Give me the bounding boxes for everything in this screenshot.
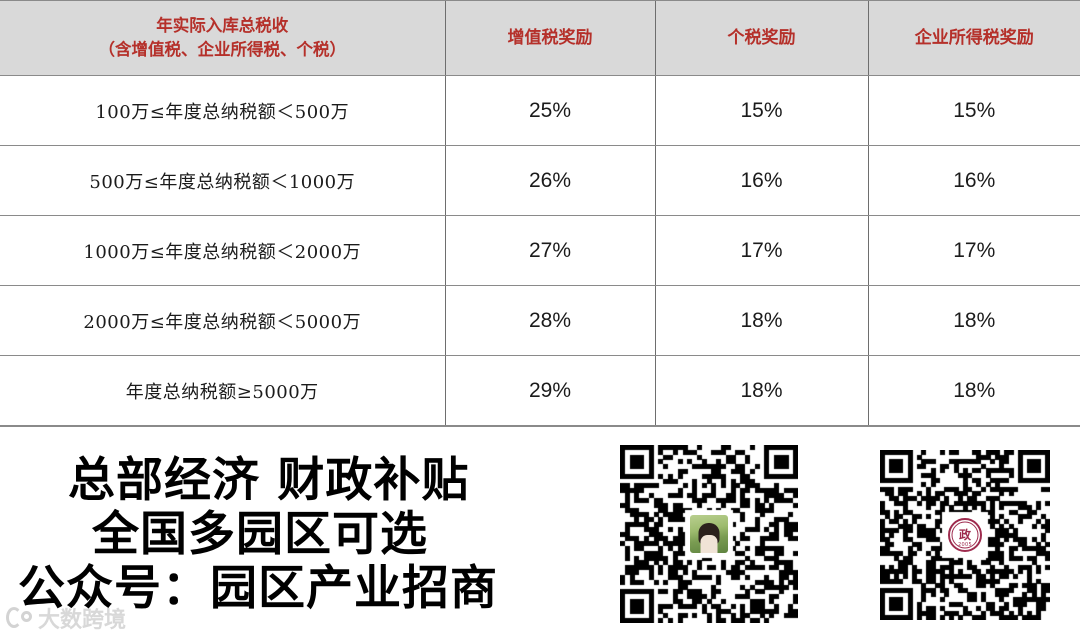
- avatar-body: [700, 534, 718, 553]
- column-header-vat-reward: 增值税奖励: [444, 0, 655, 76]
- tax-incentive-table: 年实际入库总税收 （含增值税、企业所得税、个税） 增值税奖励 个税奖励 企业所得…: [0, 0, 1080, 427]
- cell-vat-reward: 28%: [444, 285, 655, 356]
- cell-corporate-tax-reward: 18%: [867, 285, 1080, 356]
- seal-character: 政: [958, 528, 972, 542]
- cell-tax-bracket: 年度总纳税额≥5000万: [0, 355, 445, 427]
- cell-vat-reward: 27%: [444, 215, 655, 286]
- cell-corporate-tax-reward: 17%: [867, 215, 1080, 286]
- qr-avatar-photo-icon: [687, 512, 731, 556]
- cell-tax-bracket: 100万≤年度总纳税额＜500万: [0, 75, 445, 146]
- cell-corporate-tax-reward: 16%: [867, 145, 1080, 216]
- table-row: 100万≤年度总纳税额＜500万 25% 15% 15%: [0, 75, 1080, 146]
- column-header-line-1: 年实际入库总税收: [156, 16, 289, 36]
- table-header: 年实际入库总税收 （含增值税、企业所得税、个税） 增值税奖励 个税奖励 企业所得…: [0, 0, 1080, 76]
- cell-corporate-tax-reward: 15%: [867, 75, 1080, 146]
- wechat-official-qr[interactable]: 政 2005: [880, 450, 1050, 620]
- table-row: 1000万≤年度总纳税额＜2000万 27% 17% 17%: [0, 215, 1080, 286]
- promo-subline: 全国多园区可选: [92, 507, 428, 562]
- seal-year: 2005: [958, 542, 972, 548]
- column-header-corporate-tax-reward: 企业所得税奖励: [867, 0, 1080, 76]
- cell-tax-bracket: 500万≤年度总纳税额＜1000万: [0, 145, 445, 216]
- cell-vat-reward: 26%: [444, 145, 655, 216]
- qr-red-seal-icon: 政 2005: [944, 514, 986, 556]
- cell-tax-bracket: 1000万≤年度总纳税额＜2000万: [0, 215, 445, 286]
- cell-personal-tax-reward: 17%: [654, 215, 868, 286]
- cell-personal-tax-reward: 18%: [654, 355, 868, 427]
- wechat-personal-qr[interactable]: [620, 445, 798, 623]
- cell-vat-reward: 29%: [444, 355, 655, 427]
- cell-vat-reward: 25%: [444, 75, 655, 146]
- cell-tax-bracket: 2000万≤年度总纳税额＜5000万: [0, 285, 445, 356]
- cell-corporate-tax-reward: 18%: [867, 355, 1080, 427]
- promo-headline: 总部经济 财政补贴: [68, 453, 470, 508]
- table-header-row: 年实际入库总税收 （含增值税、企业所得税、个税） 增值税奖励 个税奖励 企业所得…: [0, 0, 1080, 76]
- promo-text-block: 总部经济 财政补贴 全国多园区可选 公众号：园区产业招商: [0, 434, 600, 636]
- table-row: 年度总纳税额≥5000万 29% 18% 18%: [0, 355, 1080, 427]
- seal-inner-ring: [951, 521, 979, 549]
- table-row: 500万≤年度总纳税额＜1000万 26% 16% 16%: [0, 145, 1080, 216]
- seal-outer-ring: [948, 518, 982, 552]
- cell-personal-tax-reward: 15%: [654, 75, 868, 146]
- table-row: 2000万≤年度总纳税额＜5000万 28% 18% 18%: [0, 285, 1080, 356]
- column-header-personal-tax-reward: 个税奖励: [654, 0, 868, 76]
- promo-wechat-account: 公众号：园区产业招商: [18, 561, 498, 616]
- table-body: 100万≤年度总纳税额＜500万 25% 15% 15% 500万≤年度总纳税额…: [0, 75, 1080, 427]
- cell-personal-tax-reward: 16%: [654, 145, 868, 216]
- cell-personal-tax-reward: 18%: [654, 285, 868, 356]
- column-header-line-2: （含增值税、企业所得税、个税）: [98, 40, 347, 59]
- column-header-tax-bracket: 年实际入库总税收 （含增值税、企业所得税、个税）: [0, 0, 445, 76]
